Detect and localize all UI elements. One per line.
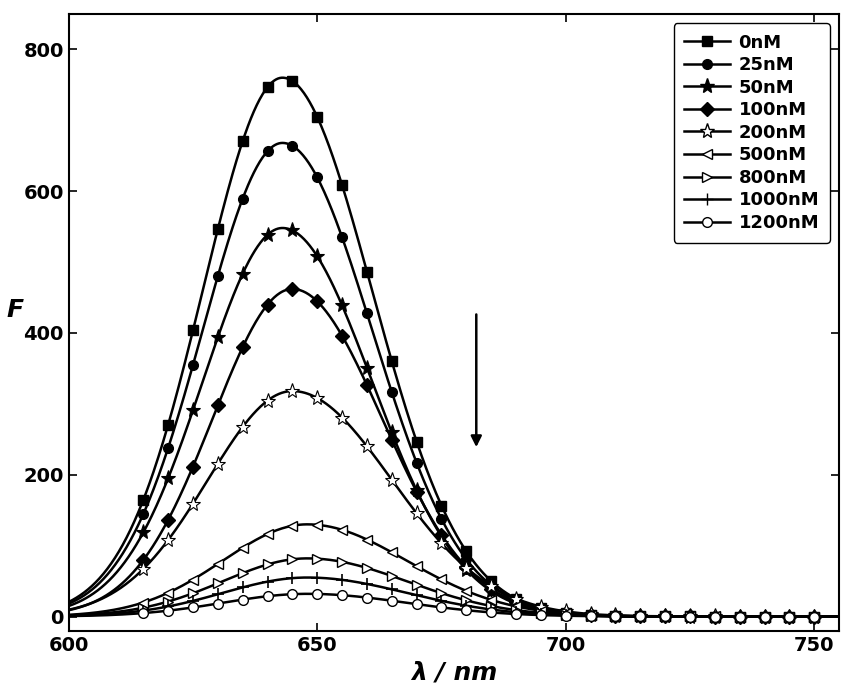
- Y-axis label: F: F: [6, 298, 23, 322]
- X-axis label: λ / nm: λ / nm: [411, 660, 497, 684]
- Legend: 0nM, 25nM, 50nM, 100nM, 200nM, 500nM, 800nM, 1000nM, 1200nM: 0nM, 25nM, 50nM, 100nM, 200nM, 500nM, 80…: [673, 23, 829, 243]
